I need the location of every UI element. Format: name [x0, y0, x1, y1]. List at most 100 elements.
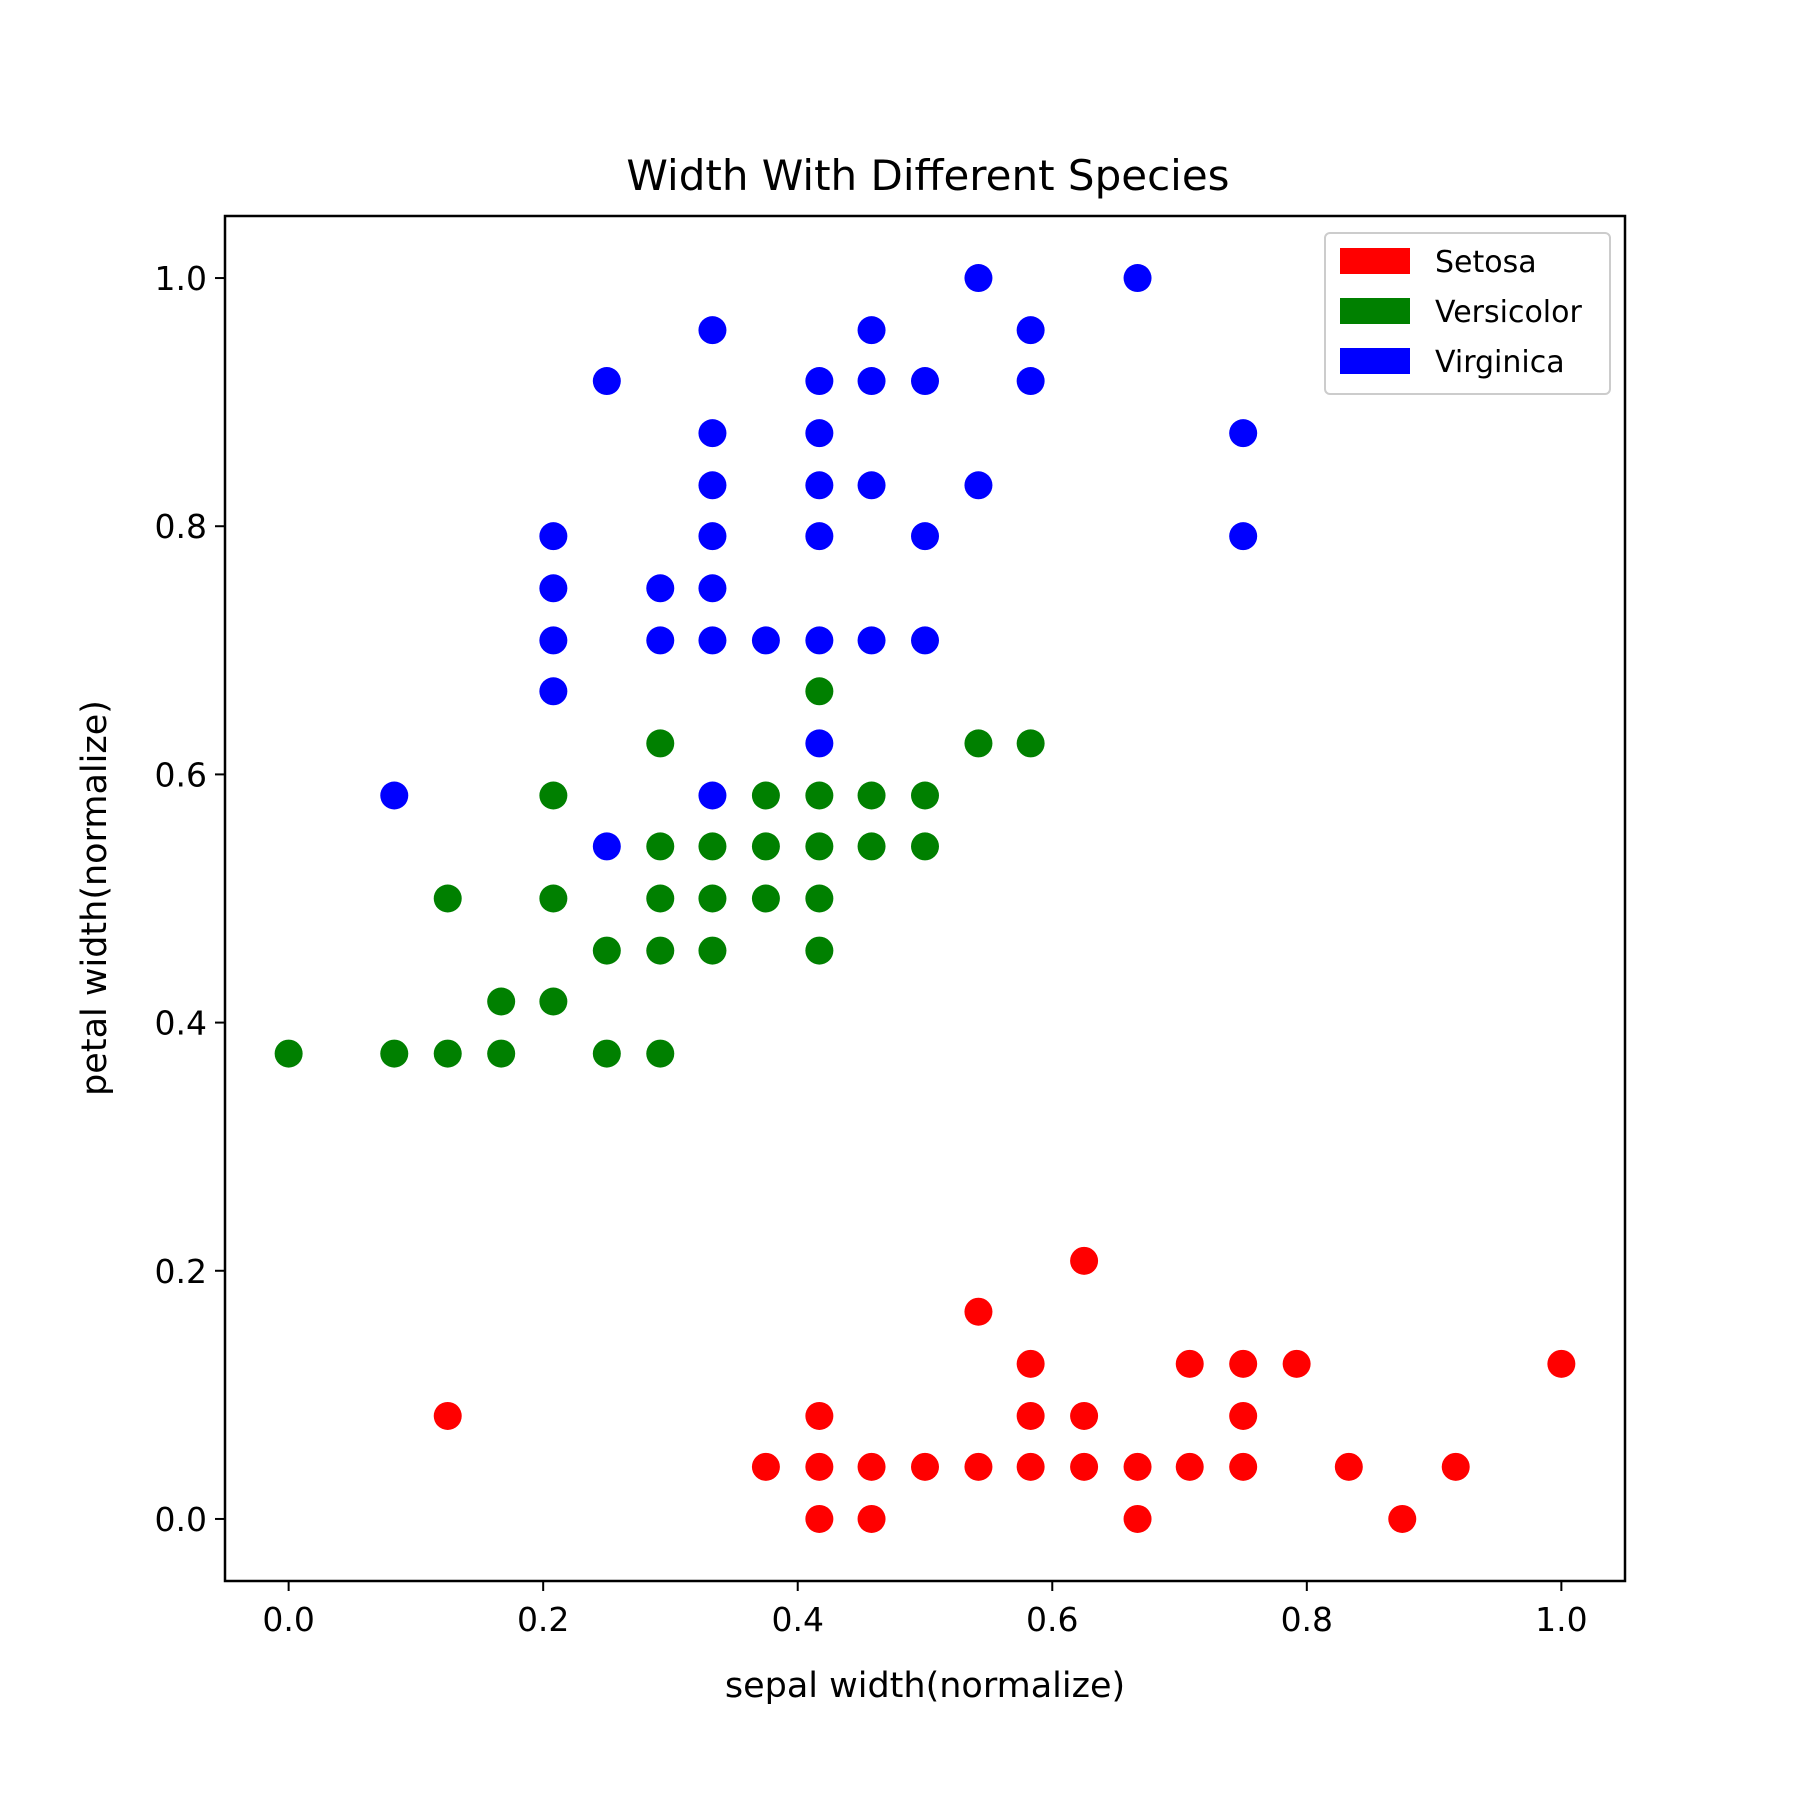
point-versicolor-0 [274, 1039, 303, 1068]
point-setosa-16 [1123, 1452, 1152, 1481]
point-virginica-6 [592, 832, 621, 861]
point-versicolor-18 [698, 936, 727, 965]
point-virginica-25 [857, 471, 886, 500]
point-virginica-28 [911, 522, 939, 551]
point-virginica-3 [539, 626, 568, 655]
point-setosa-0 [433, 1401, 462, 1430]
point-versicolor-20 [751, 832, 780, 861]
point-versicolor-27 [857, 781, 886, 810]
point-versicolor-2 [433, 884, 462, 913]
point-virginica-33 [1016, 367, 1045, 396]
point-virginica-2 [539, 574, 568, 603]
point-versicolor-22 [805, 677, 834, 706]
point-virginica-19 [805, 471, 834, 500]
y-tick-label-0.2: 0.2 [155, 1252, 207, 1291]
point-setosa-11 [1016, 1401, 1045, 1430]
legend-label-virginica: Virginica [1435, 345, 1565, 380]
point-versicolor-1 [380, 1039, 409, 1068]
point-setosa-12 [1016, 1452, 1045, 1481]
x-tick-label-0.0: 0.0 [262, 1600, 314, 1639]
point-setosa-6 [857, 1504, 886, 1533]
x-tick-label-1.0: 1.0 [1535, 1600, 1587, 1639]
point-versicolor-25 [805, 884, 834, 913]
point-virginica-15 [698, 781, 727, 810]
point-virginica-17 [805, 367, 834, 396]
point-versicolor-14 [646, 936, 675, 965]
point-setosa-2 [805, 1401, 834, 1430]
point-versicolor-4 [487, 987, 516, 1016]
point-setosa-4 [805, 1504, 834, 1533]
point-versicolor-24 [805, 832, 834, 861]
point-versicolor-16 [698, 832, 727, 861]
x-axis-label: sepal width(normalize) [725, 1666, 1125, 1706]
point-setosa-3 [805, 1452, 834, 1481]
point-versicolor-28 [857, 832, 886, 861]
point-versicolor-31 [964, 729, 993, 758]
series-versicolor [274, 677, 1045, 1068]
points-layer [274, 264, 1576, 1533]
point-versicolor-12 [646, 832, 675, 861]
point-virginica-26 [857, 626, 886, 655]
point-versicolor-13 [646, 884, 675, 913]
chart-title: Width With Different Species [626, 151, 1229, 200]
point-versicolor-8 [539, 987, 568, 1016]
point-versicolor-9 [592, 936, 621, 965]
point-virginica-30 [964, 264, 993, 293]
point-virginica-18 [805, 419, 834, 448]
point-setosa-8 [964, 1297, 993, 1326]
point-virginica-24 [857, 367, 886, 396]
point-setosa-10 [1016, 1349, 1045, 1378]
point-setosa-15 [1070, 1452, 1099, 1481]
point-virginica-29 [911, 626, 939, 655]
point-versicolor-19 [751, 781, 780, 810]
point-virginica-16 [751, 626, 780, 655]
point-versicolor-7 [539, 884, 568, 913]
legend-swatch-versicolor [1340, 298, 1410, 324]
point-versicolor-17 [698, 884, 727, 913]
x-tick-label-0.6: 0.6 [1026, 1600, 1078, 1639]
point-virginica-10 [698, 419, 727, 448]
legend-swatch-setosa [1340, 248, 1410, 274]
x-tick-label-0.8: 0.8 [1281, 1600, 1333, 1639]
point-versicolor-26 [805, 936, 834, 965]
point-virginica-27 [911, 367, 939, 396]
point-virginica-31 [964, 471, 993, 500]
point-setosa-13 [1070, 1246, 1099, 1275]
point-setosa-25 [1388, 1504, 1417, 1533]
point-virginica-0 [380, 781, 409, 810]
point-virginica-11 [698, 471, 727, 500]
y-tick-label-1.0: 1.0 [155, 259, 207, 298]
point-virginica-14 [698, 626, 727, 655]
point-versicolor-30 [911, 832, 939, 861]
point-setosa-7 [911, 1452, 939, 1481]
point-setosa-1 [751, 1452, 780, 1481]
point-virginica-9 [698, 316, 727, 345]
point-virginica-4 [539, 677, 568, 706]
point-setosa-9 [964, 1452, 993, 1481]
point-versicolor-32 [1016, 729, 1045, 758]
point-virginica-7 [646, 574, 675, 603]
point-virginica-12 [698, 522, 727, 551]
point-versicolor-29 [911, 781, 939, 810]
point-setosa-14 [1070, 1401, 1099, 1430]
point-setosa-26 [1441, 1452, 1470, 1481]
point-virginica-1 [539, 522, 568, 551]
point-virginica-5 [592, 367, 621, 396]
y-tick-label-0.4: 0.4 [155, 1004, 207, 1043]
point-virginica-20 [805, 522, 834, 551]
point-virginica-22 [805, 729, 834, 758]
legend-label-setosa: Setosa [1435, 245, 1537, 280]
point-setosa-27 [1547, 1349, 1576, 1378]
point-setosa-19 [1175, 1452, 1204, 1481]
legend-label-versicolor: Versicolor [1435, 295, 1582, 330]
point-setosa-23 [1282, 1349, 1311, 1378]
point-versicolor-3 [433, 1039, 462, 1068]
point-virginica-36 [1229, 522, 1258, 551]
x-tick-label-0.4: 0.4 [771, 1600, 823, 1639]
point-setosa-5 [857, 1452, 886, 1481]
point-virginica-35 [1229, 419, 1258, 448]
point-versicolor-23 [805, 781, 834, 810]
plot-frame [223, 214, 1627, 1583]
point-virginica-21 [805, 626, 834, 655]
